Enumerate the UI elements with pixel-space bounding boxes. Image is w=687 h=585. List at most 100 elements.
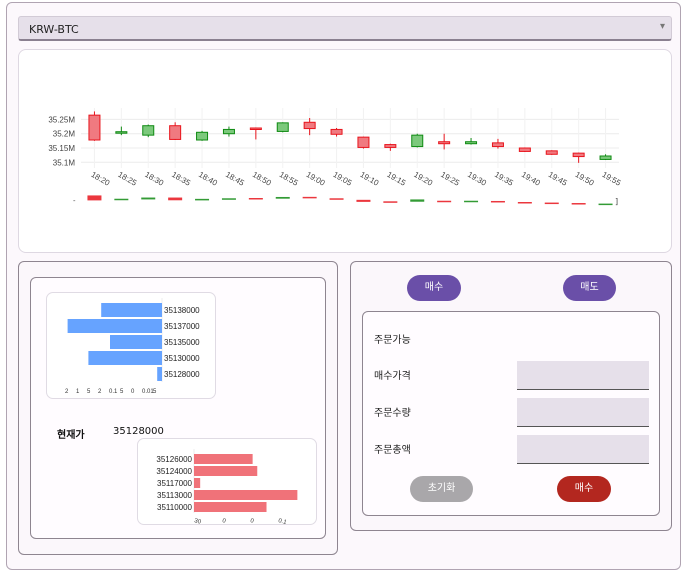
candlestick-chart[interactable]: 35.25M 35.2M 35.15M 35.1M 18:20 18:25 18:30 18:…: [18, 49, 672, 253]
range-slider-candle: [329, 198, 344, 200]
market-select-value: KRW-BTC: [29, 23, 79, 36]
orderbook-x-tick-label: 5: [153, 389, 157, 395]
x-tick-label: 18:25: [116, 170, 138, 188]
total-label: 주문총액: [374, 445, 411, 456]
ask-orderbook-chart: 35138000 35137000 35135000 35130000 35128000…: [65, 298, 200, 395]
range-slider-candle: [221, 198, 236, 200]
candle-body: [222, 128, 235, 135]
range-slider-candle: [517, 202, 532, 204]
orderbook-x-tick-label: 0: [221, 518, 226, 525]
current-price-row: 현재가 35128000: [57, 426, 164, 441]
orderbook-bar: [194, 466, 258, 476]
quantity-input[interactable]: [517, 398, 649, 427]
orderbook-bar: [194, 490, 298, 500]
ask-orderbook-card: 35138000 35137000 35135000 35130000 35128000…: [46, 292, 216, 399]
orderbook-price-label: 35113000: [157, 491, 193, 500]
orderbook-x-tick-label: 0.01: [142, 389, 154, 395]
sell-tab[interactable]: 매도: [563, 275, 616, 301]
x-tick-label: 19:55: [601, 170, 623, 188]
orderbook-x-tick-label: 5: [120, 389, 124, 395]
candle-body: [357, 136, 370, 148]
orderbook-price-label: 35126000: [156, 455, 192, 464]
orderbook-price-label: 35124000: [156, 467, 192, 476]
x-tick-label: 19:35: [493, 170, 515, 188]
current-price-label: 현재가: [57, 430, 85, 441]
candle-body: [384, 144, 397, 148]
orderbook-box: 35138000 35137000 35135000 35130000 35128000…: [30, 277, 326, 539]
candle-body: [491, 142, 504, 148]
x-tick-label: 18:35: [170, 170, 192, 188]
x-tick-label: 19:40: [520, 170, 542, 188]
y-tick-label: 35.15M: [48, 144, 75, 153]
orderbook-bar: [101, 303, 162, 317]
x-tick-label: 19:10: [358, 170, 380, 188]
range-slider-candle: [141, 197, 156, 200]
orderbook-bar: [88, 351, 162, 365]
candle-body: [572, 152, 585, 158]
orderbook-price-label: 35110000: [157, 503, 193, 512]
bid-orderbook-card: 35126000 35124000 35117000 35113000 35110000…: [137, 438, 317, 526]
orderbook-price-label: 35138000: [164, 306, 200, 315]
y-tick-label: 35.25M: [48, 115, 75, 124]
candle-body: [276, 122, 289, 132]
x-tick-label: 19:45: [547, 170, 569, 188]
buy-submit-button[interactable]: 매수: [557, 476, 611, 502]
orderbook-bar: [194, 478, 201, 488]
orderbook-panel: 35138000 35137000 35135000 35130000 35128000…: [18, 261, 338, 555]
x-tick-label: 18:20: [89, 170, 111, 188]
candle-body: [249, 127, 262, 130]
range-slider-candle: [410, 199, 425, 202]
price-input[interactable]: [517, 361, 649, 390]
candle-body: [545, 150, 558, 155]
y-tick-label: 35.2M: [53, 130, 76, 139]
order-form: 주문가능 매수가격 주문수량 주문총액 초기화 매수: [362, 311, 660, 516]
current-price-value: 35128000: [113, 426, 164, 437]
candle-body: [169, 125, 182, 140]
candle-body: [465, 141, 478, 145]
x-tick-label: 19:50: [574, 170, 596, 188]
x-tick-label: 19:25: [439, 170, 461, 188]
range-slider-candle: [168, 197, 183, 201]
x-tick-label: 18:45: [224, 170, 246, 188]
orderbook-bar: [194, 502, 267, 512]
candlestick-chart-svg: 35.25M 35.2M 35.15M 35.1M 18:20 18:25 18:30 18:…: [48, 108, 623, 206]
range-slider-candle: [383, 201, 398, 203]
range-slider-candle: [195, 198, 210, 201]
bid-orderbook-chart: 35126000 35124000 35117000 35113000 35110000…: [156, 449, 298, 526]
orderbook-price-label: 35135000: [164, 338, 200, 347]
x-tick-label: 18:50: [251, 170, 273, 188]
range-slider-candle: [490, 200, 505, 203]
order-panel: 매수 매도 주문가능 매수가격 주문수량 주문총액 초기화 매수: [350, 261, 672, 531]
reset-button[interactable]: 초기화: [410, 476, 473, 502]
range-slider-candle: [302, 196, 317, 199]
x-tick-label: 19:30: [466, 170, 488, 188]
range-slider-candle: [437, 200, 452, 203]
available-label: 주문가능: [374, 335, 411, 346]
orderbook-price-label: 35128000: [164, 370, 200, 379]
orderbook-price-label: 35117000: [157, 479, 193, 488]
orderbook-x-tick-label: 2: [98, 389, 102, 395]
range-slider-candle: [571, 203, 586, 205]
candle-body: [115, 131, 128, 134]
x-tick-label: 18:40: [197, 170, 219, 188]
x-tick-label: 18:30: [143, 170, 165, 188]
orderbook-bar: [110, 335, 162, 349]
quantity-label: 주문수량: [374, 408, 411, 419]
x-tick-label: 19:00: [305, 170, 327, 188]
total-input[interactable]: [517, 435, 649, 464]
x-tick-label: 19:05: [332, 170, 354, 188]
orderbook-price-label: 35137000: [164, 322, 200, 331]
orderbook-bar: [157, 367, 162, 381]
orderbook-price-label: 35130000: [164, 354, 200, 363]
range-slider-candle: [248, 198, 263, 200]
range-slider-right-handle: ]: [615, 197, 618, 206]
range-slider-candle: [114, 198, 129, 201]
buy-tab[interactable]: 매수: [407, 275, 461, 301]
candle-body: [518, 147, 531, 152]
range-slider-candle: [87, 195, 102, 201]
orderbook-x-tick-label: 2: [65, 389, 69, 395]
market-select[interactable]: KRW-BTC ▾: [18, 16, 672, 41]
orderbook-x-tick-label: 1: [76, 389, 80, 395]
orderbook-x-tick-label: 0: [131, 389, 135, 395]
orderbook-bar: [67, 319, 162, 333]
